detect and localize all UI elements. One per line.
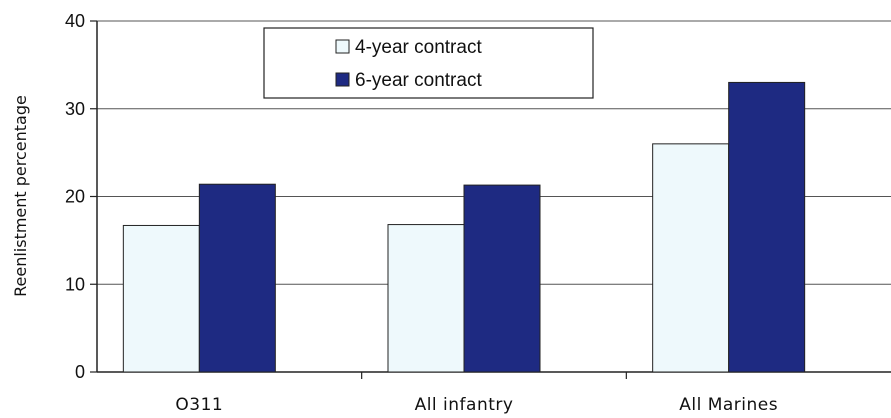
y-tick-label: 0 <box>75 362 85 382</box>
bar-4-year-2 <box>652 143 730 373</box>
y-axis-title: Reenlistment percentage <box>11 95 30 297</box>
y-tick-label: 10 <box>65 274 85 294</box>
legend-box <box>263 27 594 99</box>
legend-label-6-year: 6-year contract <box>355 70 482 91</box>
x-tick-label: All infantry <box>415 395 514 415</box>
bar-6-year-2 <box>728 81 806 373</box>
y-tick-label: 20 <box>65 187 85 207</box>
legend-swatch-6-year <box>335 72 350 87</box>
bar-4-year-0 <box>122 224 200 373</box>
x-tick-label: All Marines <box>679 395 778 415</box>
y-tick-label: 30 <box>65 99 85 119</box>
legend-label-4-year: 4-year contract <box>355 37 482 58</box>
bar-4-year-1 <box>387 224 465 373</box>
bars <box>122 81 806 373</box>
x-tick-label: O311 <box>175 395 223 415</box>
bar-6-year-1 <box>463 184 541 373</box>
y-tick-label: 40 <box>65 11 85 31</box>
legend-swatch-4-year <box>335 39 350 54</box>
x-tick-labels: O311 All infantry All Marines <box>175 372 778 415</box>
bar-6-year-0 <box>198 183 276 373</box>
y-tick-labels: 0 10 20 30 40 <box>65 11 97 382</box>
legend: 4-year contract 6-year contract <box>263 27 594 99</box>
